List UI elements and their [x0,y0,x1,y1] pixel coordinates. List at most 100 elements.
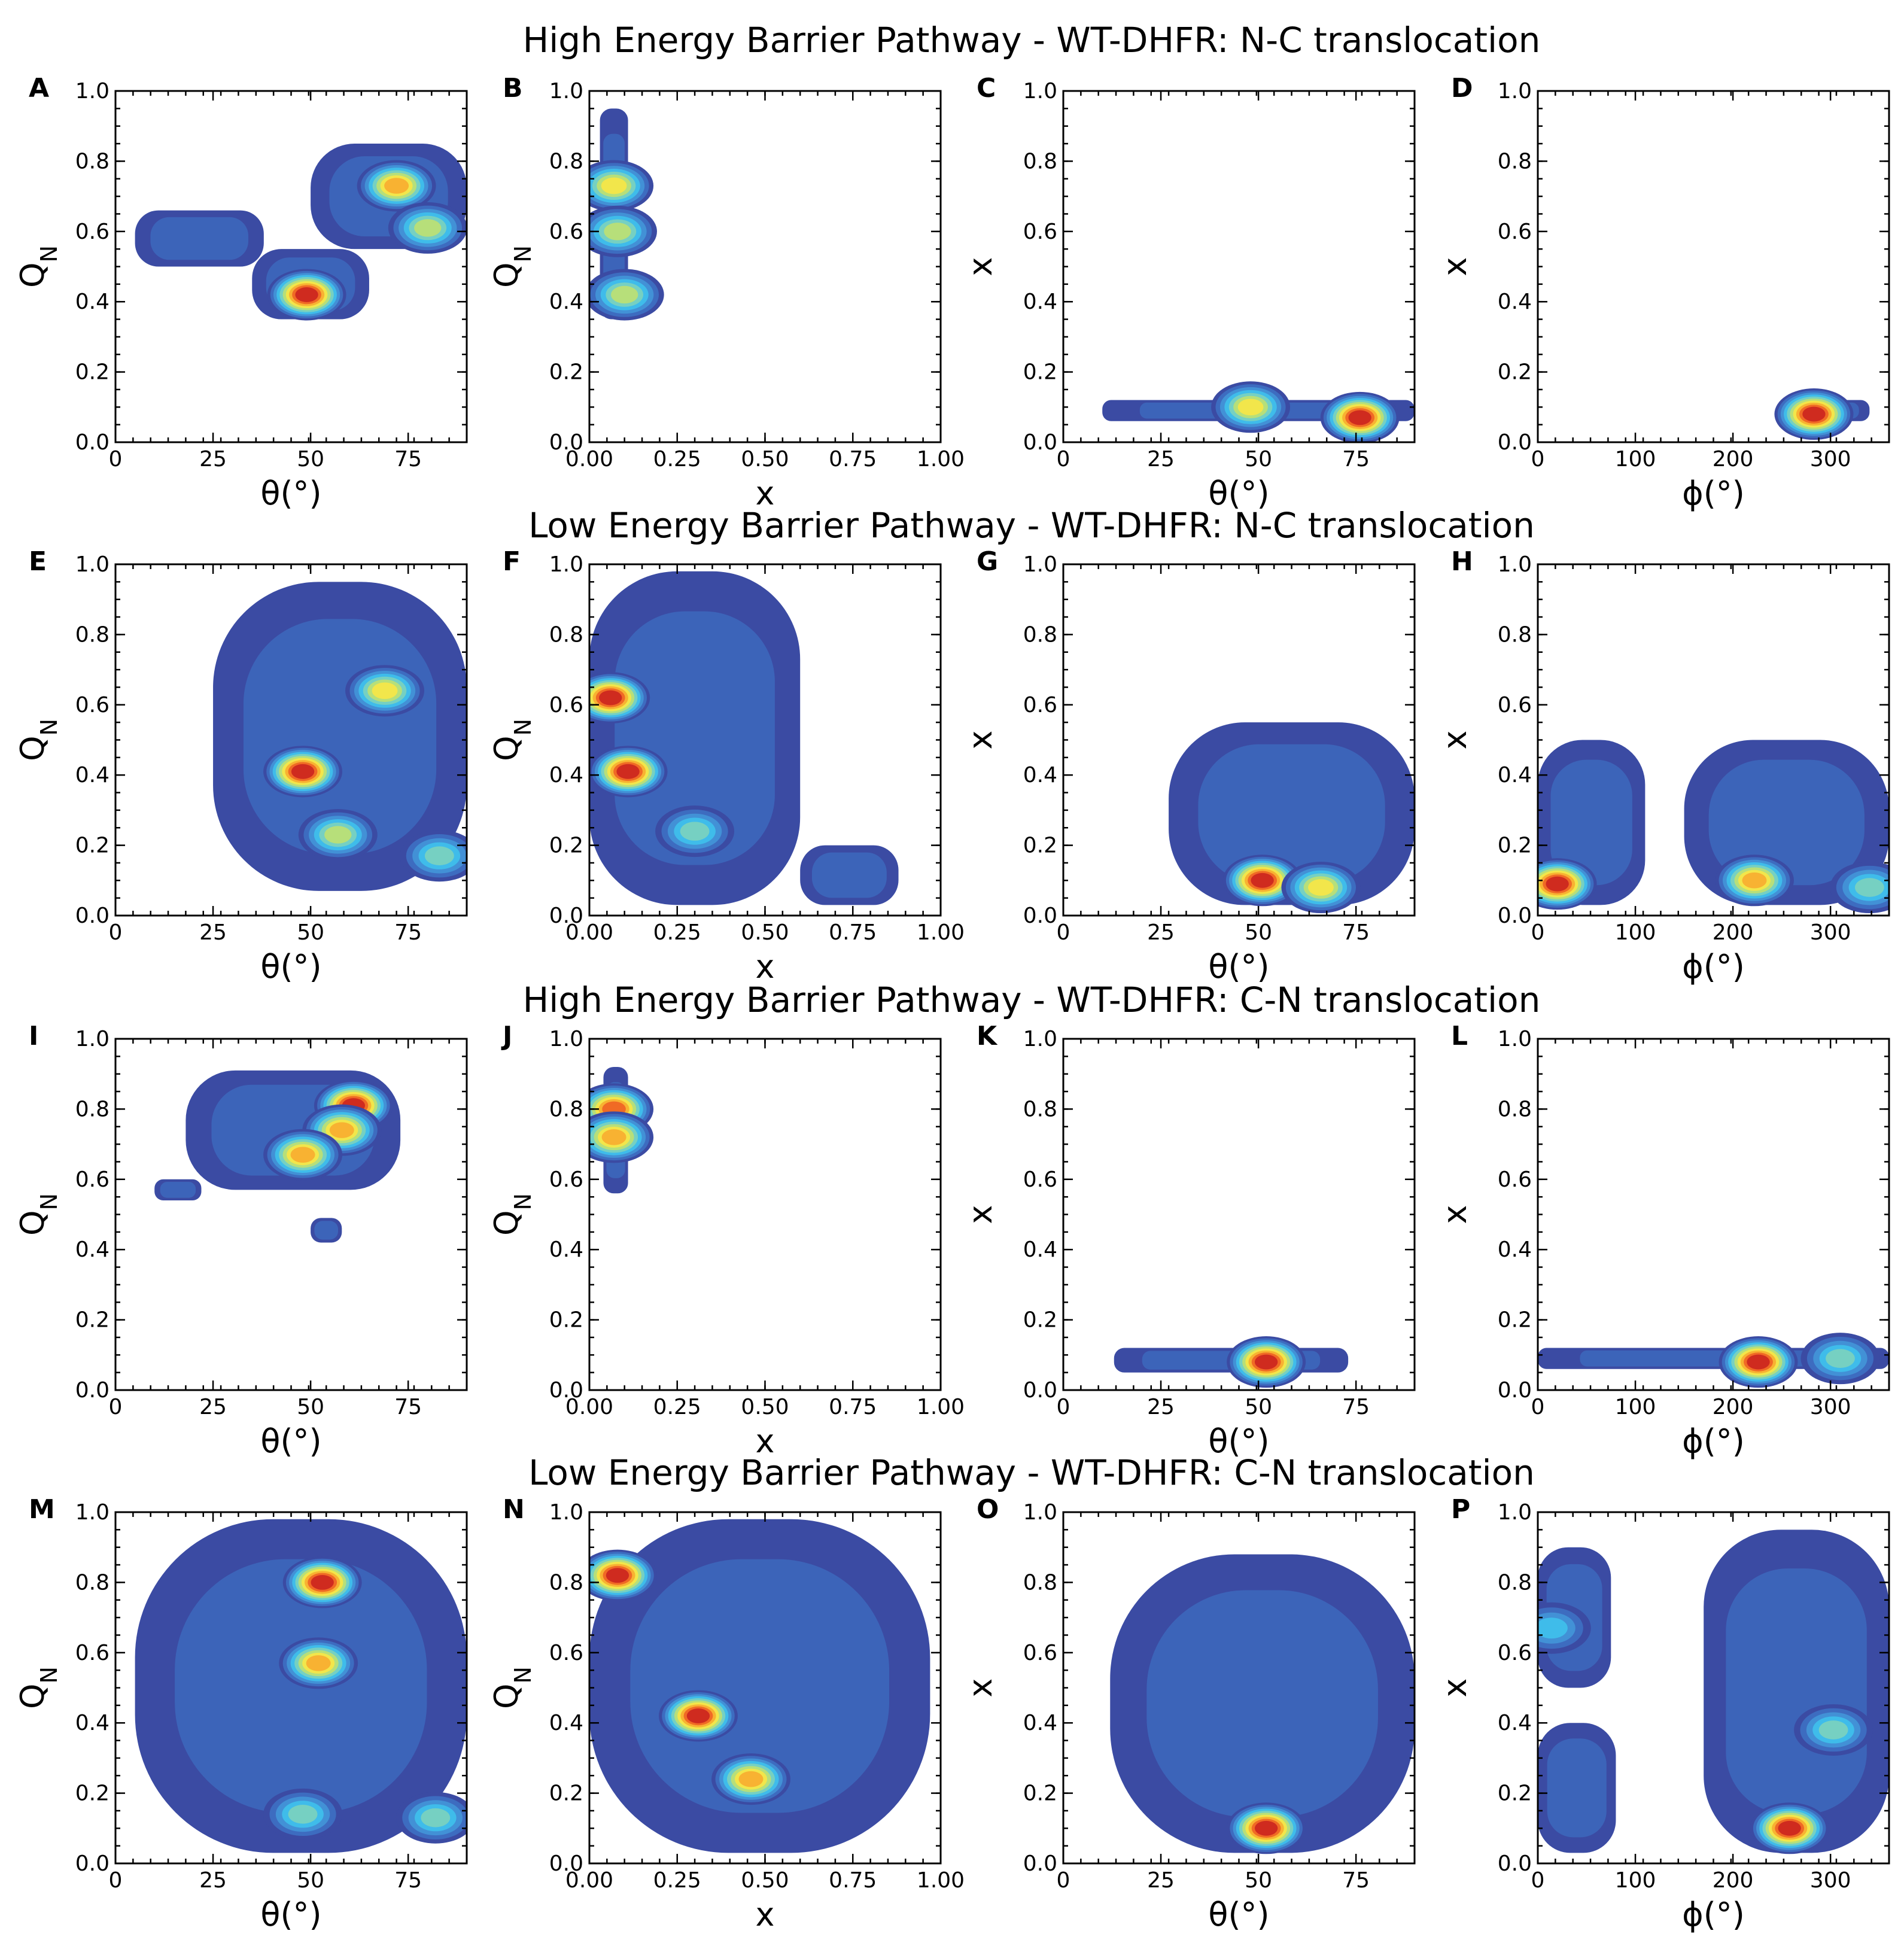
contour-level [414,219,442,237]
y-tick-label: 0.6 [1498,220,1532,244]
panel-P: 0 100 200 300 0.0 0.2 0.4 0.6 0.8 1.0 ϕ(°) x P [1436,1494,1890,1933]
density-peak [589,746,668,798]
x-axis-label: θ(°) [1208,948,1269,986]
density-peak [655,805,735,858]
y-tick-label: 0.6 [1498,1167,1532,1192]
contour-level [1538,1617,1568,1639]
y-tick-label: 0.2 [549,1308,583,1333]
y-tick-label: 0.2 [75,834,110,858]
density-peak [357,160,436,212]
x-tick-label: 25 [1147,1868,1175,1893]
y-tick-label: 0.4 [1023,1237,1057,1262]
contour-level [290,1147,315,1163]
panel-letter: M [29,1494,55,1525]
panel-I: 0 25 50 75 0.0 0.2 0.4 0.6 0.8 1.0 θ(°) QN I [14,1021,468,1460]
plot-area-M [135,1519,467,1853]
y-tick-label: 0.4 [1023,290,1057,314]
x-tick-label: 50 [1245,1868,1272,1893]
x-tick-label: 0 [1057,1395,1070,1419]
density-peak [1538,858,1597,910]
panel-letter: J [501,1021,512,1051]
density-peak [282,1556,362,1608]
contour-level [601,1129,626,1145]
contour-level [324,826,352,844]
y-tick-label: 0.8 [549,149,583,174]
contour-level [1348,410,1371,425]
y-tick-label: 0.0 [75,430,110,455]
panel-letter: K [977,1021,998,1051]
y-tick-label: 1.0 [1023,1500,1057,1525]
x-axis-label: x [756,1896,775,1933]
x-axis-label: x [756,475,775,512]
y-axis-label: QN [488,1667,536,1709]
x-tick-label: 0 [109,1395,123,1419]
y-axis-label: x [1436,1205,1474,1224]
y-axis-label: x [962,731,999,750]
x-tick-label: 0.00 [565,1395,613,1419]
plot-area-I [154,1070,401,1243]
x-axis-label: ϕ(°) [1682,1422,1745,1460]
x-tick-label: 50 [1245,447,1272,472]
x-tick-label: 1.00 [917,447,965,472]
y-tick-label: 0.0 [1023,904,1057,928]
plot-area-E [213,582,467,891]
density-region-inner [1708,759,1865,886]
contour-level [384,178,409,194]
x-tick-label: 0.25 [653,920,701,945]
x-tick-label: 0 [1531,447,1545,472]
density-peak [400,830,467,882]
x-tick-label: 100 [1615,447,1656,472]
y-tick-label: 0.2 [75,1781,110,1806]
y-tick-label: 0.4 [75,290,110,314]
density-peak [1227,1336,1306,1388]
x-axis-label: θ(°) [1208,475,1269,512]
x-tick-label: 50 [297,447,324,472]
panel-letter: D [1451,73,1473,104]
y-tick-label: 0.0 [1498,904,1532,928]
density-peak [1714,855,1794,907]
x-tick-label: 0 [109,447,123,472]
y-tick-label: 1.0 [1498,1500,1532,1525]
y-tick-label: 1.0 [549,79,583,104]
y-axis-label: x [962,257,999,276]
density-region-inner [160,1182,196,1198]
plot-area-J [589,1066,654,1194]
density-peak [279,1637,358,1689]
x-axis-label: x [756,1422,775,1460]
x-tick-label: 0 [1057,447,1070,472]
y-tick-label: 0.8 [75,149,110,174]
x-tick-label: 300 [1810,1395,1851,1419]
y-axis-label: QN [488,245,536,288]
x-tick-label: 25 [1147,447,1175,472]
contour-level [424,846,454,866]
y-tick-label: 0.4 [549,1711,583,1735]
plot-area-P [1538,1530,1889,1854]
x-tick-label: 25 [199,447,227,472]
y-tick-label: 0.4 [1023,763,1057,787]
y-tick-label: 0.0 [1023,430,1057,455]
x-tick-label: 100 [1615,1868,1656,1893]
density-peak [589,205,657,257]
plot-area-H [1538,740,1889,914]
x-tick-label: 25 [1147,920,1175,945]
x-axis-label: θ(°) [1208,1896,1269,1933]
plot-area-N [589,1519,930,1853]
panel-letter: O [977,1494,999,1525]
density-region-inner [1547,1738,1607,1838]
y-tick-label: 0.8 [549,1570,583,1595]
density-peak [1794,1704,1873,1756]
x-axis-label: θ(°) [1208,1422,1269,1460]
x-tick-label: 1.00 [917,920,965,945]
y-tick-label: 0.6 [1498,693,1532,717]
y-tick-label: 0.8 [1498,622,1532,647]
y-axis-label: QN [488,1193,536,1236]
y-tick-label: 0.6 [1498,1641,1532,1665]
x-tick-label: 1.00 [917,1395,965,1419]
x-tick-label: 0.50 [741,1395,789,1419]
x-tick-label: 200 [1713,1868,1754,1893]
density-peak [1222,855,1302,907]
panel-B: 0.00 0.25 0.50 0.75 1.00 0.0 0.2 0.4 0.6 0.8 1.0 x Q… [488,73,965,512]
row-title-2: Low Energy Barrier Pathway - WT-DHFR: N-… [528,505,1535,546]
row-title-3: High Energy Barrier Pathway - WT-DHFR: C… [523,980,1541,1020]
y-tick-label: 0.6 [75,1641,110,1665]
